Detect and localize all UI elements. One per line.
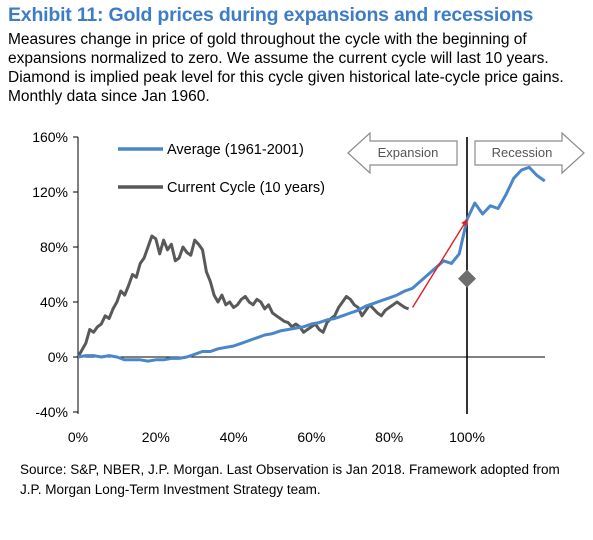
x-tick-label: 80% bbox=[375, 429, 403, 445]
y-tick-label: 80% bbox=[40, 239, 68, 255]
y-tick-label: -40% bbox=[35, 404, 68, 420]
implied-peak-diamond bbox=[458, 269, 476, 288]
gold-price-chart: -40%0%40%80%120%160% 0% 20% 40% 60% 80% 100% … bbox=[32, 129, 585, 445]
legend-label-average: Average (1961-2001) bbox=[167, 142, 304, 158]
y-tick-label: 120% bbox=[32, 184, 68, 200]
x-tick-label: 20% bbox=[142, 429, 170, 445]
chart-title: Exhibit 11: Gold prices during expansion… bbox=[8, 4, 534, 26]
legend: Average (1961-2001) Current Cycle (10 ye… bbox=[118, 142, 325, 196]
expansion-label: Expansion bbox=[378, 145, 439, 160]
x-tick-label: 0% bbox=[68, 429, 88, 445]
x-tick-label: 40% bbox=[220, 429, 248, 445]
expansion-arrow: Expansion bbox=[347, 131, 458, 175]
series-line-average bbox=[77, 165, 546, 363]
y-tick-label: 0% bbox=[48, 349, 68, 365]
recession-arrow: Recession bbox=[474, 131, 585, 175]
legend-label-current-cycle: Current Cycle (10 years) bbox=[167, 180, 325, 196]
recession-label: Recession bbox=[492, 145, 553, 160]
red-trend-arrow bbox=[411, 218, 468, 308]
x-tick-label: 100% bbox=[449, 429, 485, 445]
y-axis-ticks: -40% 0% 40% 80% 120% 160% bbox=[32, 129, 78, 420]
source-note: Source: S&P, NBER, J.P. Morgan. Last Obs… bbox=[20, 462, 560, 497]
chart-subtitle: Measures change in price of gold through… bbox=[8, 31, 564, 105]
y-tick-label: 40% bbox=[40, 294, 68, 310]
y-tick-label: 160% bbox=[32, 129, 68, 145]
series-line-current-cycle bbox=[76, 234, 410, 358]
x-axis-ticks: 0% 20% 40% 60% 80% 100% bbox=[68, 429, 485, 445]
x-tick-label: 60% bbox=[297, 429, 325, 445]
